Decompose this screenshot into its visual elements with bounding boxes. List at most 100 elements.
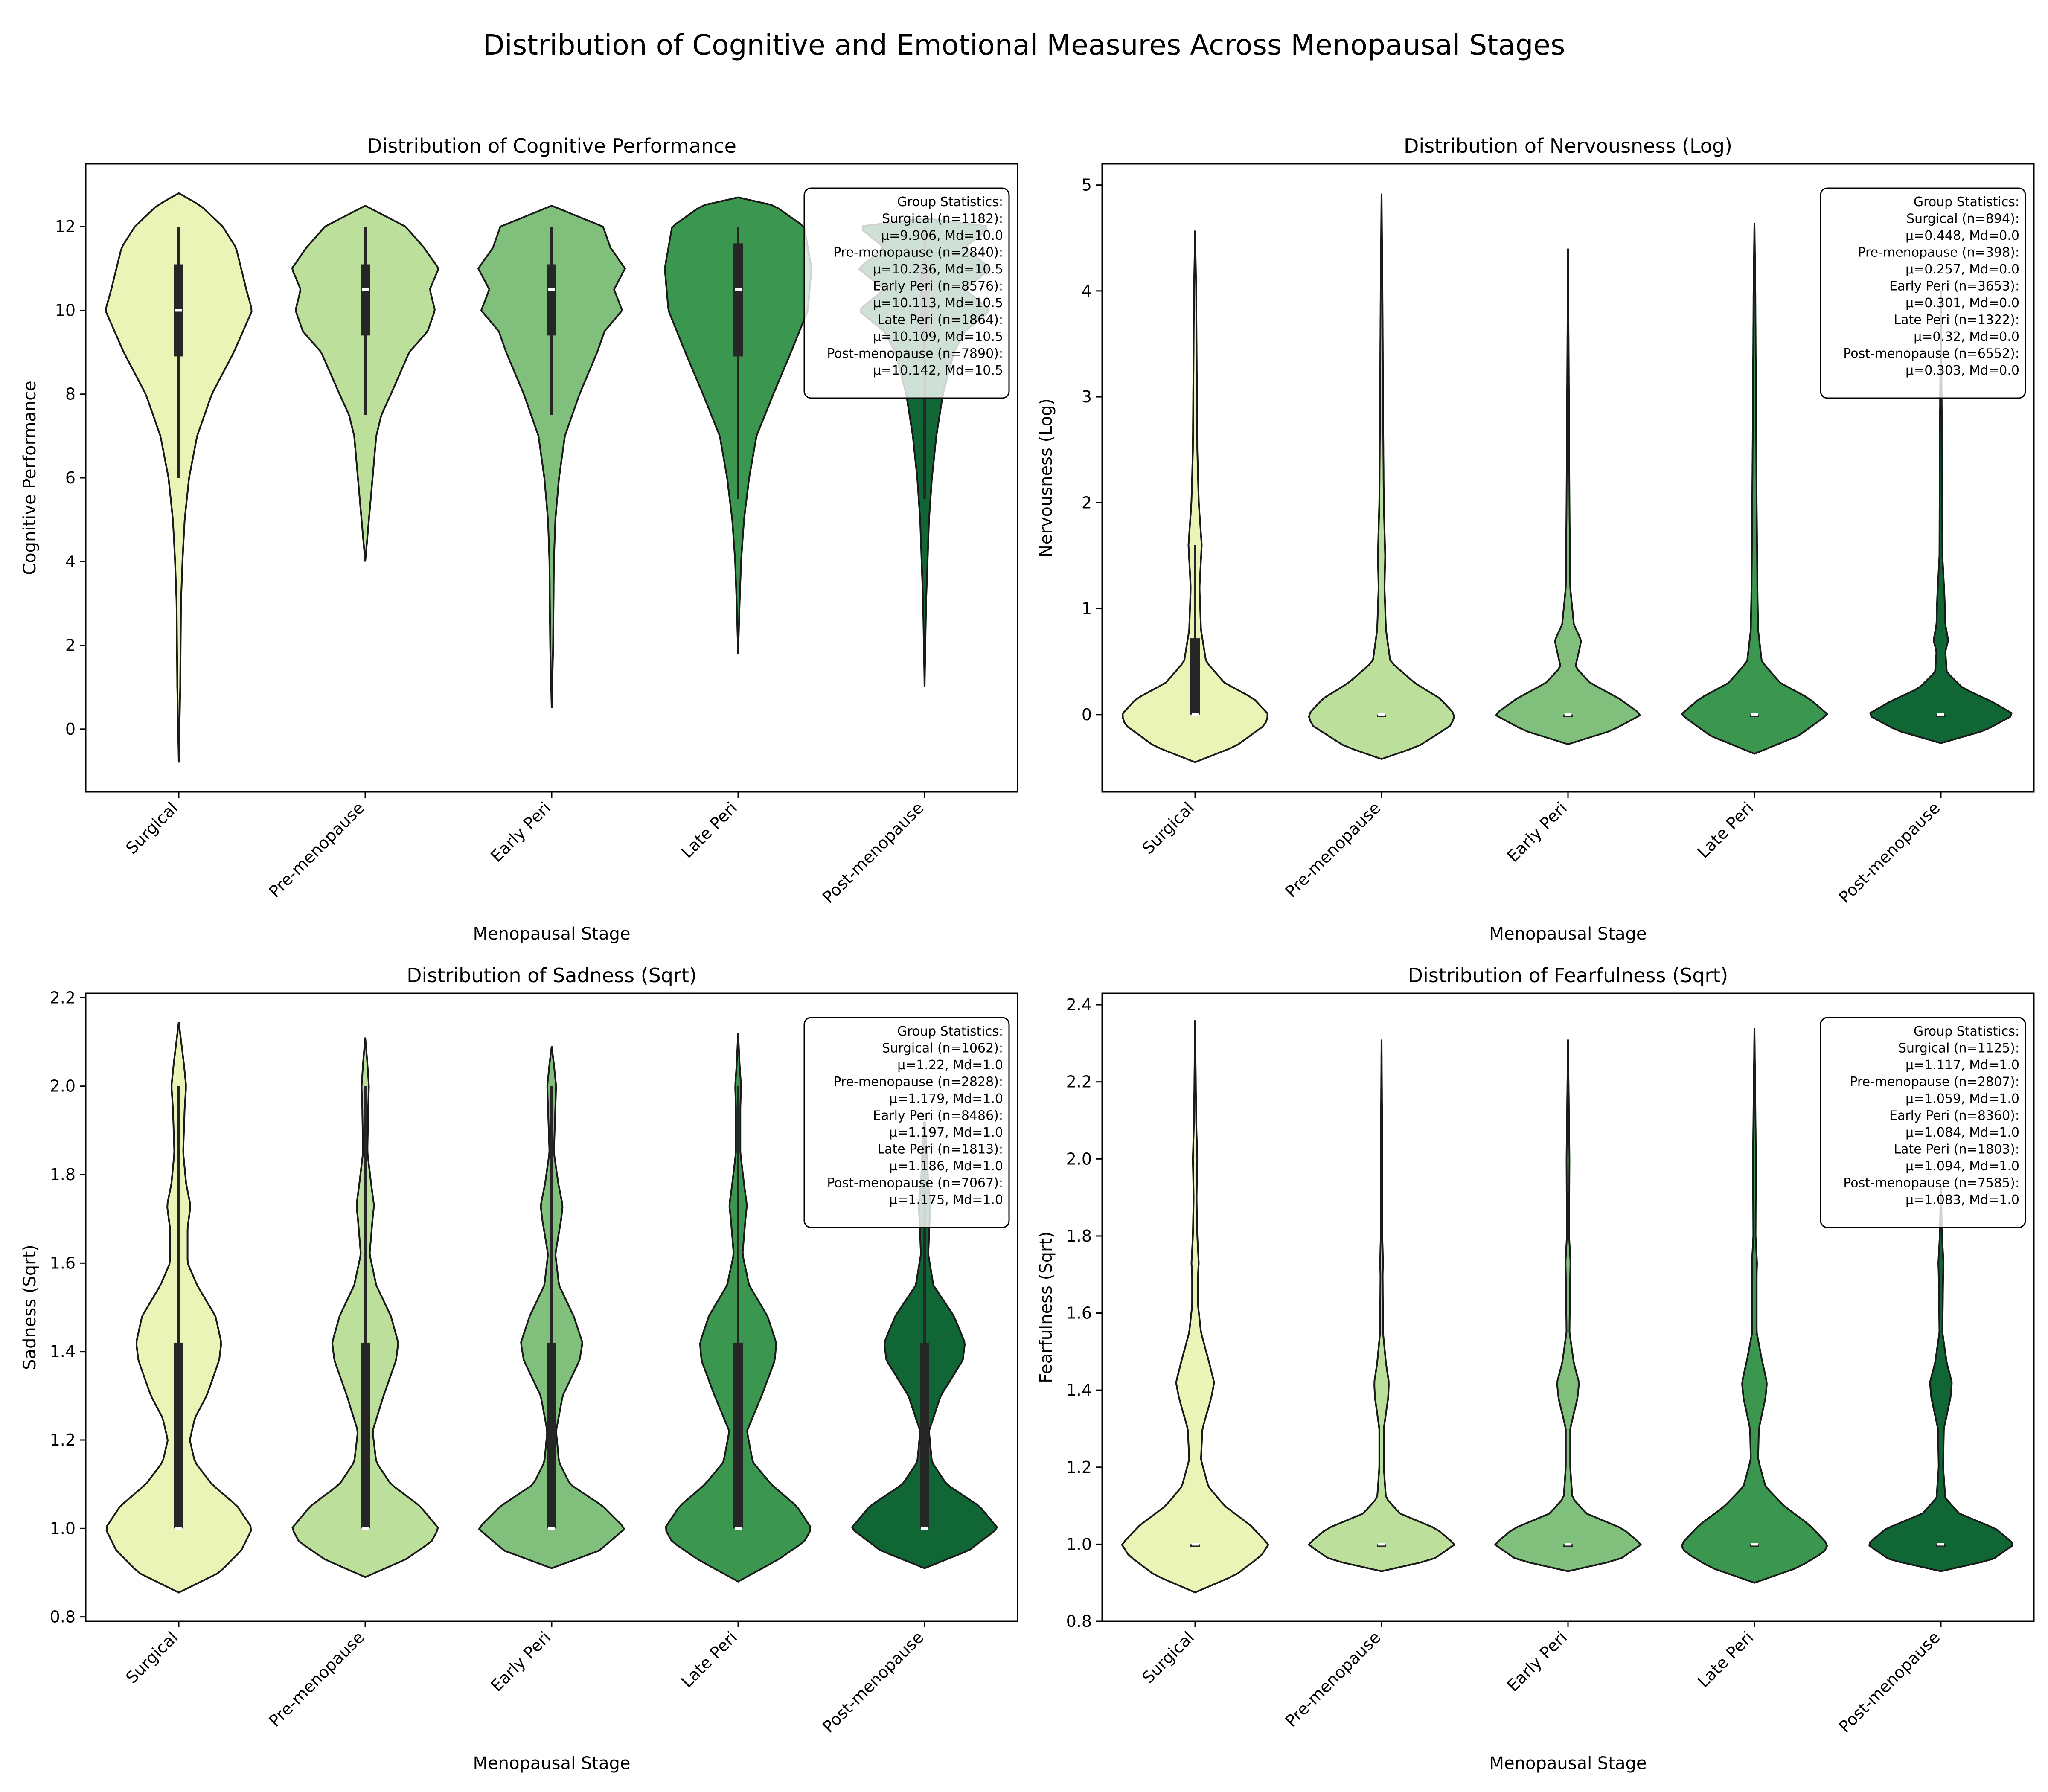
- panel-3-stats-line: Late Peri (n=1813):: [877, 1142, 1003, 1157]
- violin-median-late-peri: [735, 1527, 742, 1530]
- panel-2-stats-line: Post-menopause (n=6552):: [1843, 346, 2019, 361]
- panel-3-stats-line: μ=1.186, Md=1.0: [889, 1159, 1003, 1174]
- panel-1-ytick-label: 6: [65, 468, 76, 487]
- panel-3-ytick-label: 0.8: [50, 1608, 76, 1626]
- violin-iqr-late-peri: [733, 1342, 743, 1529]
- panel-4-ytick-label: 1.0: [1066, 1535, 1092, 1553]
- violin-median-surgical: [1192, 1543, 1199, 1546]
- panel-1-stats-frame: [803, 187, 1010, 399]
- panel-1-stats-line: Post-menopause (n=7890):: [827, 346, 1003, 361]
- violin-pre-menopause: [1307, 1039, 1456, 1572]
- panel-1-stats-header: Group Statistics:: [897, 195, 1003, 209]
- panel-2-ylabel: Nervousness (Log): [1036, 399, 1056, 557]
- panel-2-stats-line: μ=0.257, Md=0.0: [1905, 262, 2019, 277]
- panel-1-stats-line: Surgical (n=1182):: [882, 212, 1003, 227]
- panel-4-stats-frame: [1820, 1017, 2026, 1228]
- panel-4-stats-line: μ=1.117, Md=1.0: [1905, 1058, 2019, 1073]
- violin-median-surgical: [1192, 713, 1199, 716]
- panel-1-ytick-label: 2: [65, 636, 76, 655]
- violin-early-peri: [1494, 1039, 1642, 1572]
- panel-1-xlabel: Menopausal Stage: [473, 924, 631, 944]
- panel-3-ylabel: Sadness (Sqrt): [20, 1245, 40, 1370]
- panel-4-stats-header: Group Statistics:: [1914, 1024, 2019, 1039]
- panel-1-stats-line: Early Peri (n=8576):: [873, 279, 1003, 294]
- panel-3-stats-line: μ=1.179, Md=1.0: [889, 1091, 1003, 1106]
- violin-early-peri: [477, 204, 626, 708]
- panel-3-ytick-label: 1.4: [50, 1342, 76, 1361]
- violin-median-early-peri: [548, 1527, 555, 1530]
- violin-median-pre-menopause: [1378, 1543, 1385, 1546]
- panel-2-stats-box: Group Statistics: Surgical (n=894):μ=0.44…: [1820, 187, 2026, 399]
- panel-4-stats-line: Early Peri (n=8360):: [1889, 1108, 2019, 1123]
- violin-median-surgical: [175, 309, 182, 312]
- panel-3-stats-box: Group Statistics: Surgical (n=1062): μ=1.2…: [803, 1017, 1010, 1228]
- panel-3-ytick-label: 1.2: [50, 1431, 76, 1449]
- panel-2-stats-line: μ=0.32, Md=0.0: [1914, 329, 2019, 344]
- violin-median-early-peri: [1565, 1543, 1571, 1546]
- violin-median-late-peri: [1751, 713, 1758, 716]
- violin-late-peri: [665, 1033, 812, 1583]
- violin-body-pre-menopause: [1307, 1039, 1456, 1572]
- panel-3-ytick-label: 2.2: [50, 988, 76, 1007]
- panel-4-stats-line: Pre-menopause (n=2807):: [1850, 1075, 2019, 1090]
- panel-3-stats-line: Post-menopause (n=7067):: [827, 1176, 1003, 1191]
- violin-iqr-early-peri: [547, 264, 556, 336]
- panel-2-stats-line: Early Peri (n=3653):: [1889, 279, 2019, 294]
- violin-median-pre-menopause: [362, 288, 369, 291]
- violin-surgical: [105, 192, 253, 763]
- violin-body-early-peri: [1495, 248, 1641, 745]
- violin-body-surgical: [1121, 1020, 1269, 1594]
- violin-iqr-surgical: [1190, 638, 1200, 715]
- panel-4-ytick-label: 1.2: [1066, 1458, 1092, 1477]
- panel-4-stats-line: Surgical (n=1125):: [1898, 1041, 2019, 1056]
- violin-iqr-early-peri: [547, 1342, 556, 1529]
- violin-median-late-peri: [735, 288, 742, 291]
- panel-3-title: Distribution of Sadness (Sqrt): [407, 964, 697, 987]
- panel-3-stats-line: μ=1.22, Md=1.0: [897, 1058, 1003, 1073]
- violin-iqr-pre-menopause: [361, 264, 370, 336]
- violin-median-early-peri: [548, 288, 555, 291]
- violin-surgical: [1122, 230, 1268, 763]
- violin-median-post-menopause: [921, 1527, 928, 1530]
- panel-4-title: Distribution of Fearfulness (Sqrt): [1408, 964, 1728, 987]
- panel-2-stats-line: Pre-menopause (n=398):: [1858, 245, 2019, 260]
- panel-4-ytick-label: 2.4: [1066, 995, 1092, 1014]
- panel-2-ytick-label: 1: [1082, 599, 1092, 618]
- panel-4-ylabel: Fearfulness (Sqrt): [1036, 1231, 1056, 1383]
- panel-1-ylabel: Cognitive Performance: [20, 381, 40, 575]
- violin-body-late-peri: [1681, 1028, 1828, 1584]
- panel-1-stats-box: Group Statistics: Surgical (n=1182):μ=9.9…: [803, 187, 1010, 399]
- panel-1-stats-line: μ=10.236, Md=10.5: [873, 262, 1003, 277]
- panel-4-ytick-label: 1.8: [1066, 1227, 1092, 1245]
- violin-late-peri: [664, 196, 812, 654]
- panel-4-stats-line: μ=1.059, Md=1.0: [1905, 1091, 2019, 1106]
- violin-iqr-pre-menopause: [361, 1342, 370, 1529]
- panel-4-xlabel: Menopausal Stage: [1489, 1754, 1647, 1773]
- panel-2-ytick-label: 0: [1082, 705, 1092, 724]
- panel-2-ytick-label: 4: [1082, 282, 1092, 300]
- violin-surgical: [105, 1022, 252, 1594]
- panel-2-ytick-label: 5: [1082, 176, 1092, 195]
- violin-surgical: [1121, 1020, 1269, 1594]
- panel-2-stats-line: μ=0.448, Md=0.0: [1905, 228, 2019, 243]
- panel-4-ytick-label: 1.6: [1066, 1304, 1092, 1323]
- panel-1-stats-line: μ=10.109, Md=10.5: [873, 329, 1003, 344]
- violin-body-pre-menopause: [1308, 193, 1455, 760]
- panel-2-stats-line: Late Peri (n=1322):: [1894, 313, 2019, 328]
- panel-1-ytick-label: 12: [55, 217, 76, 236]
- panel-2-ytick-label: 3: [1082, 387, 1092, 406]
- panel-3-stats-line: μ=1.197, Md=1.0: [889, 1125, 1003, 1140]
- violin-body-late-peri: [1680, 223, 1829, 755]
- panel-2-stats-line: μ=0.301, Md=0.0: [1905, 296, 2019, 311]
- panel-3-stats-frame: [803, 1017, 1010, 1228]
- panel-3-ytick-label: 1.6: [50, 1254, 76, 1272]
- panel-3-stats-line: Early Peri (n=8486):: [873, 1108, 1003, 1123]
- panel-2-title: Distribution of Nervousness (Log): [1404, 134, 1732, 157]
- panel-3-stats-header: Group Statistics:: [897, 1024, 1003, 1039]
- panel-4-stats-line: μ=1.084, Md=1.0: [1905, 1125, 2019, 1140]
- violin-median-late-peri: [1751, 1543, 1758, 1546]
- violin-median-early-peri: [1565, 713, 1571, 716]
- panel-2-stats-frame: [1820, 187, 2026, 399]
- panel-1-stats-line: Pre-menopause (n=2840):: [833, 245, 1003, 260]
